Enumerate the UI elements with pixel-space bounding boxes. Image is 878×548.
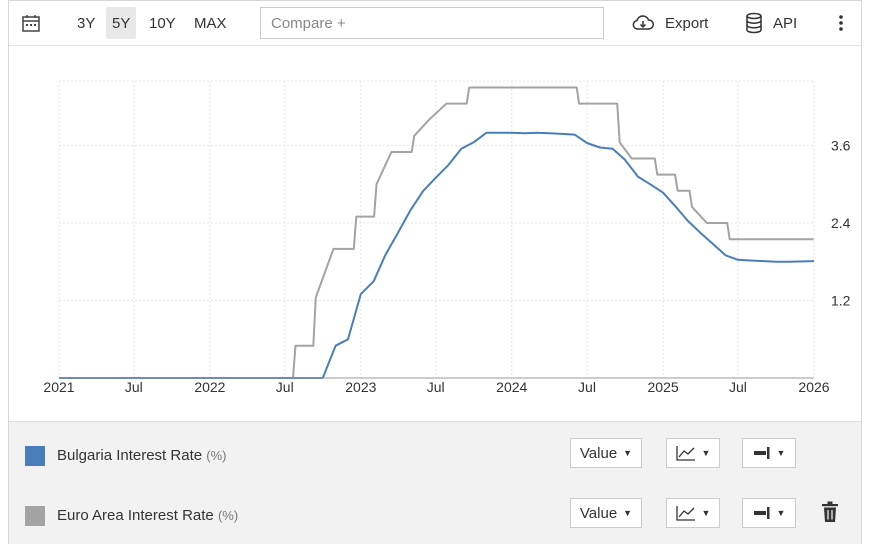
axis-position-icon	[753, 447, 770, 459]
value-dropdown[interactable]: Value ▼	[570, 438, 642, 468]
caret-down-icon: ▼	[701, 508, 711, 518]
more-options-icon[interactable]	[831, 1, 851, 45]
series-color-swatch	[25, 506, 45, 526]
x-tick-label: 2022	[194, 379, 225, 395]
chart-plot-area: 2021 Jul 2022 Jul 2023 Jul 2024 Jul 2025 Jul 2026 1…	[9, 46, 861, 421]
x-tick-label: 2026	[798, 379, 829, 395]
legend-row-euro-area: Euro Area Interest Rate (%) Value ▼ ▼ ▼	[9, 484, 861, 544]
line-chart-icon	[675, 506, 695, 521]
axis-dropdown[interactable]: ▼	[742, 498, 796, 528]
trash-icon[interactable]	[821, 501, 839, 523]
series-unit: (%)	[206, 448, 227, 463]
value-dropdown-label: Value	[579, 504, 618, 522]
x-tick-label: 2024	[496, 379, 527, 395]
caret-down-icon: ▼	[623, 508, 633, 518]
y-tick-label: 2.4	[831, 215, 851, 231]
series-name: Euro Area Interest Rate	[57, 507, 214, 524]
cloud-download-icon	[632, 15, 654, 30]
calendar-icon[interactable]	[17, 1, 45, 45]
api-label: API	[773, 14, 798, 32]
legend-series-name: Bulgaria Interest Rate (%)	[57, 447, 226, 464]
range-button-5y[interactable]: 5Y	[106, 7, 137, 39]
legend-series-name: Euro Area Interest Rate (%)	[57, 507, 238, 524]
legend-panel: Bulgaria Interest Rate (%) Value ▼ ▼ ▼	[9, 421, 861, 544]
x-tick-label: 2021	[43, 379, 74, 395]
caret-down-icon: ▼	[701, 448, 711, 458]
series-unit: (%)	[217, 508, 239, 523]
line-chart: 2021 Jul 2022 Jul 2023 Jul 2024 Jul 2025 Jul 2026 1…	[43, 80, 851, 395]
line-chart-icon	[675, 446, 695, 461]
series-line-bulgaria	[59, 131, 815, 379]
api-button[interactable]: API	[745, 1, 809, 45]
compare-input[interactable]: Compare +	[260, 7, 604, 39]
export-button[interactable]: Export	[631, 1, 715, 45]
caret-down-icon: ▼	[623, 448, 633, 458]
axis-position-icon	[753, 507, 770, 519]
y-tick-label: 3.6	[831, 138, 851, 154]
x-tick-label: 2025	[648, 379, 679, 395]
range-button-max[interactable]: MAX	[194, 14, 227, 32]
chart-type-dropdown[interactable]: ▼	[666, 438, 720, 468]
series-name: Bulgaria Interest Rate	[57, 447, 203, 464]
y-tick-label: 1.2	[831, 293, 851, 309]
x-tick-label: Jul	[729, 379, 747, 395]
chart-toolbar: 3Y 5Y 10Y MAX Compare + Export API	[9, 1, 861, 46]
chart-widget: 3Y 5Y 10Y MAX Compare + Export API	[8, 0, 862, 544]
axis-dropdown[interactable]: ▼	[742, 438, 796, 468]
x-tick-label: Jul	[427, 379, 445, 395]
caret-down-icon: ▼	[776, 448, 786, 458]
database-icon	[746, 12, 762, 34]
range-button-3y[interactable]: 3Y	[77, 14, 96, 32]
x-tick-label: 2023	[345, 379, 376, 395]
export-label: Export	[665, 14, 709, 32]
range-button-10y[interactable]: 10Y	[149, 14, 176, 32]
x-tick-label: Jul	[578, 379, 596, 395]
series-line-euro-area	[59, 86, 814, 379]
x-tick-label: Jul	[276, 379, 294, 395]
value-dropdown-label: Value	[579, 444, 618, 462]
series-color-swatch	[25, 446, 45, 466]
chart-type-dropdown[interactable]: ▼	[666, 498, 720, 528]
legend-row-bulgaria: Bulgaria Interest Rate (%) Value ▼ ▼ ▼	[9, 424, 861, 484]
value-dropdown[interactable]: Value ▼	[570, 498, 642, 528]
x-tick-label: Jul	[125, 379, 143, 395]
caret-down-icon: ▼	[776, 508, 786, 518]
